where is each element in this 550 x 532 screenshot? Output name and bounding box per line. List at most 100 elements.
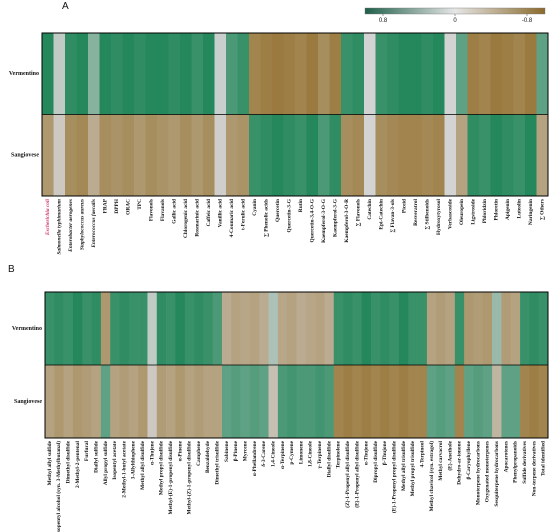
heatmap-cell xyxy=(100,292,111,365)
heatmap-cell xyxy=(237,33,250,115)
heatmap-cell xyxy=(426,365,437,438)
heatmap-cell xyxy=(268,365,279,438)
heatmap-cell xyxy=(76,114,89,196)
heatmap-cell xyxy=(99,114,112,196)
column-label: Enterococcus faecalis xyxy=(91,199,97,249)
heatmap-cell xyxy=(454,292,465,365)
heatmap-cell xyxy=(72,292,83,365)
heatmap-cell xyxy=(525,33,537,115)
column-label: Benzaldehyde xyxy=(205,440,211,473)
heatmap-cell xyxy=(445,292,456,365)
column-label: Quercetin-3,4-O-G xyxy=(309,198,315,242)
heatmap-cell xyxy=(63,365,74,438)
heatmap-cell xyxy=(203,114,215,196)
column-label: Allyl propyl sulfide xyxy=(103,440,109,485)
heatmap-cell xyxy=(490,114,503,196)
heatmap-cell xyxy=(464,365,474,438)
row-label: Vermentino xyxy=(9,71,39,77)
heatmap-cell xyxy=(510,365,521,438)
heatmap-cell xyxy=(387,114,399,196)
heatmap-cell xyxy=(145,33,158,115)
heatmap-cell xyxy=(272,33,284,115)
heatmap-cell xyxy=(387,33,399,115)
heatmap-cell xyxy=(318,114,330,196)
heatmap-cell xyxy=(513,114,526,196)
heatmap-cell xyxy=(352,114,365,196)
heatmap-cell xyxy=(88,33,100,115)
heatmap-cell xyxy=(72,365,83,438)
heatmap-cell xyxy=(315,292,325,365)
column-label: Rosmarinic acid xyxy=(194,199,200,237)
heatmap-cell xyxy=(473,292,484,365)
column-label: ∑ Flavonols xyxy=(355,199,361,226)
column-label: Diallyl disulfide xyxy=(326,440,332,477)
column-label: Methyl chavicol (syn. estragol) xyxy=(428,441,435,512)
heatmap-cell xyxy=(122,114,135,196)
column-label: Isopentyl acetate xyxy=(112,440,118,479)
heatmap-cell xyxy=(212,292,223,365)
column-label: 4-Terpineol xyxy=(419,441,425,468)
heatmap-cell xyxy=(305,365,316,438)
heatmap-cell xyxy=(42,33,54,115)
heatmap-cell xyxy=(538,365,549,438)
column-label: (Z)-1-Propenyl allyl disulfide xyxy=(344,440,351,507)
column-label: 1,4-Cineole xyxy=(270,440,276,467)
heatmap-cell xyxy=(166,365,176,438)
heatmap-cell xyxy=(296,365,307,438)
column-label: Total identified xyxy=(541,441,547,476)
column-label: Vanillic acid xyxy=(217,199,223,227)
heatmap-cell xyxy=(214,33,227,115)
column-label: Kaempferol-3-O-R xyxy=(344,199,350,243)
heatmap-cell xyxy=(398,114,411,196)
column-label: Piceid xyxy=(401,199,407,213)
colorbar-tick-label: 0.8 xyxy=(379,18,388,24)
heatmap-cell xyxy=(138,365,148,438)
heatmap-cell xyxy=(111,114,123,196)
column-label: Kaempferol-3-O-G xyxy=(321,198,327,243)
heatmap-cell xyxy=(380,365,390,438)
column-label: Sulfide derivatives xyxy=(522,441,528,484)
heatmap-cell xyxy=(76,33,89,115)
heatmap-cell xyxy=(203,365,213,438)
heatmap-cell xyxy=(529,365,539,438)
column-label: Verbascoside xyxy=(447,198,453,229)
heatmap-cell xyxy=(54,365,64,438)
column-label: β-Thujone xyxy=(382,440,388,465)
column-label: Methyl carvacrol xyxy=(438,441,444,481)
column-label: Sesquiterpene hydrocarbons xyxy=(494,441,500,507)
heatmap-cell xyxy=(249,114,261,196)
column-label: DPPH xyxy=(114,198,120,213)
heatmap-cell xyxy=(329,33,342,115)
column-label: (E)-Anethole xyxy=(446,440,453,470)
column-label: Myrcene xyxy=(243,440,249,461)
heatmap-cell xyxy=(221,292,232,365)
heatmap-cell xyxy=(221,365,232,438)
heatmap-cell xyxy=(260,33,273,115)
column-label: Oxygenated monoterpenes xyxy=(485,441,491,502)
column-label: Sabinene xyxy=(224,440,230,462)
heatmap-cell xyxy=(536,33,549,115)
column-label: Caffeic acid xyxy=(206,199,212,226)
column-label: Enterobacter aerogenes xyxy=(68,199,74,253)
heatmap-cell xyxy=(426,292,437,365)
column-label: Chlorogenic acid xyxy=(183,199,189,238)
heatmap-cell xyxy=(433,33,445,115)
heatmap-cell xyxy=(240,365,251,438)
heatmap-cell xyxy=(329,114,342,196)
heatmap-cell xyxy=(147,365,158,438)
heatmap-cell xyxy=(63,292,74,365)
heatmap-cell xyxy=(492,292,502,365)
heatmap-cell xyxy=(436,365,446,438)
column-label: Quercetin xyxy=(275,199,281,222)
heatmap-cell xyxy=(473,365,484,438)
column-label: Escherichia coli xyxy=(45,199,51,237)
column-label: Luteolin xyxy=(516,199,522,218)
heatmap-cell xyxy=(100,365,111,438)
heatmap-cell xyxy=(283,114,296,196)
heatmap-cell xyxy=(194,365,204,438)
heatmap-cell xyxy=(343,365,353,438)
heatmap-cell xyxy=(417,292,428,365)
column-label: ∑ Phenolic acids xyxy=(263,199,269,237)
column-label: Diallyl sulfide xyxy=(93,440,99,473)
heatmap-cell xyxy=(45,365,55,438)
